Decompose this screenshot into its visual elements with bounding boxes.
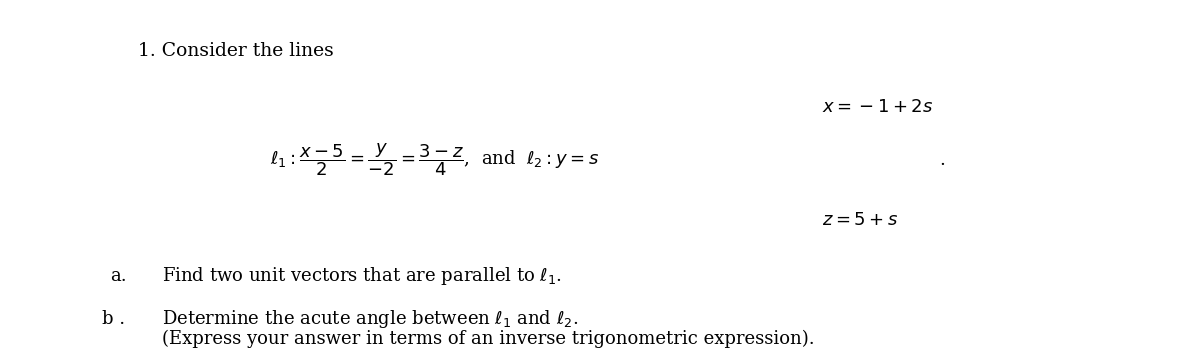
Text: $\ell_1 : \dfrac{x-5}{2} = \dfrac{y}{-2} = \dfrac{3-z}{4}$,  and  $\ell_2 : y = : $\ell_1 : \dfrac{x-5}{2} = \dfrac{y}{-2}… (270, 142, 599, 178)
Text: (Express your answer in terms of an inverse trigonometric expression).: (Express your answer in terms of an inve… (162, 330, 815, 348)
Text: b .: b . (102, 309, 125, 328)
Text: .: . (940, 151, 946, 169)
Text: Determine the acute angle between $\ell_1$ and $\ell_2$.: Determine the acute angle between $\ell_… (162, 308, 578, 329)
Text: 1. Consider the lines: 1. Consider the lines (138, 42, 334, 60)
Text: $x = -1 + 2s$: $x = -1 + 2s$ (822, 98, 934, 117)
Text: $z = 5 + s$: $z = 5 + s$ (822, 211, 898, 229)
Text: a.: a. (110, 267, 127, 285)
Text: Find two unit vectors that are parallel to $\ell_1$.: Find two unit vectors that are parallel … (162, 265, 562, 287)
